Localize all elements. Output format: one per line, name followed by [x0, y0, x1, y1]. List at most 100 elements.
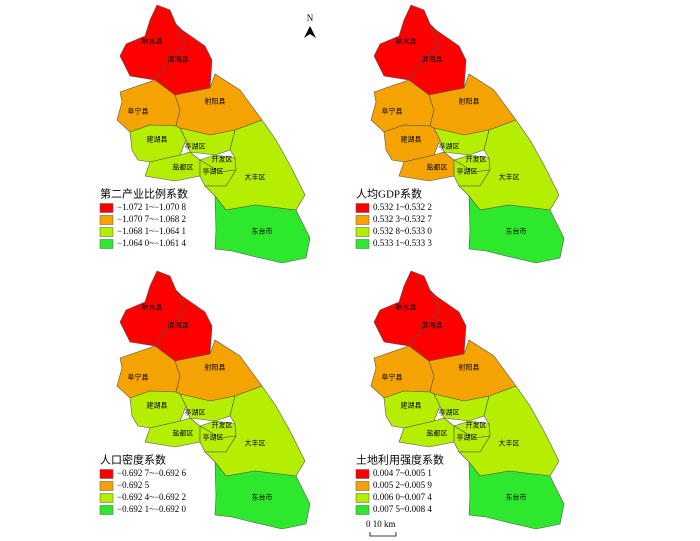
region-label: 滨海县 [422, 321, 443, 330]
legend-swatch [355, 203, 370, 213]
region-label: 东台市 [252, 227, 273, 236]
region-label: 滨海县 [168, 55, 189, 64]
legend-title: 第二产业比例系数 [100, 187, 188, 201]
legend-label: −0.692 1~−0.692 0 [117, 504, 187, 514]
region-label: 建湖县 [147, 135, 168, 144]
legend-label: 0.532 1~0.532 2 [373, 202, 432, 212]
region-label: 亭湖区 [439, 142, 460, 151]
legend-label: 0.533 1~0.533 3 [373, 238, 432, 248]
region-label: 滨海县 [168, 321, 189, 330]
region [179, 393, 236, 422]
region-label: 亭湖区 [185, 142, 206, 151]
legend-swatch [355, 493, 370, 503]
region-label: 滨海县 [422, 55, 443, 64]
legend-label: −1.064 0~−1.061 4 [117, 238, 187, 248]
region-label: 亭湖区 [185, 408, 206, 417]
map-panel: 响水县滨海县阜宁县射阳县建湖县亭湖区盐都区开发区亭湖区大丰区东台市人口密度系数−… [99, 270, 311, 530]
legend-label: −0.692 5 [117, 480, 150, 490]
legend-label: 0.004 7~0.005 1 [373, 468, 432, 478]
region-label: 阜宁县 [128, 373, 149, 382]
region-label: 盐都区 [427, 163, 448, 172]
region-label: 开发区 [212, 155, 233, 164]
region-label: 建湖县 [147, 401, 168, 410]
region-label: 响水县 [396, 37, 417, 46]
region [119, 4, 187, 81]
legend-swatch [355, 215, 370, 225]
legend-swatch [99, 227, 114, 237]
region-label: 开发区 [466, 421, 487, 430]
region-label: 大丰区 [245, 439, 266, 448]
legend-swatch [99, 469, 114, 479]
region-label: 大丰区 [499, 173, 520, 182]
region-label: 亭湖区 [457, 167, 478, 176]
region-label: 射阳县 [459, 97, 480, 106]
region-label: 亭湖区 [439, 408, 460, 417]
legend-swatch [355, 239, 370, 249]
legend-label: −1.070 7~−1.068 2 [117, 214, 186, 224]
region-label: 盐都区 [427, 429, 448, 438]
region-label: 开发区 [212, 421, 233, 430]
region [214, 461, 311, 530]
legend-title: 人均GDP系数 [356, 188, 422, 201]
region-label: 亭湖区 [457, 433, 478, 442]
legend-swatch [355, 505, 370, 515]
legend-swatch [355, 481, 370, 491]
legend-swatch [99, 481, 114, 491]
legend-label: 0.532 3~0.532 7 [373, 214, 432, 224]
region-label: 响水县 [142, 303, 163, 312]
legend-swatch [355, 227, 370, 237]
region [433, 127, 490, 156]
legend-swatch [99, 203, 114, 213]
region-label: 阜宁县 [128, 107, 149, 116]
region [373, 4, 441, 81]
north-arrow-head [304, 26, 316, 38]
region [129, 390, 187, 429]
legend-label: −1.072 1~−1.070 8 [117, 202, 187, 212]
legend-label: 0.005 2~0.005 9 [373, 480, 432, 490]
region [373, 270, 441, 347]
legend-label: −0.692 4~−0.692 2 [117, 492, 186, 502]
region-label: 东台市 [506, 227, 527, 236]
legend-title: 土地利用强度系数 [356, 453, 444, 467]
region-label: 响水县 [142, 37, 163, 46]
region-label: 亭湖区 [203, 167, 224, 176]
scale-bar: 0 10 km [366, 519, 397, 537]
region [383, 390, 441, 429]
legend-label: 0.532 8~0.533 0 [373, 226, 432, 236]
region-label: 开发区 [466, 155, 487, 164]
region-label: 响水县 [396, 303, 417, 312]
region [119, 270, 187, 347]
region [433, 393, 490, 422]
legend-swatch [99, 215, 114, 225]
legend-label: 0.007 5~0.008 4 [373, 504, 432, 514]
region [129, 124, 187, 163]
region-label: 射阳县 [459, 363, 480, 372]
region-label: 建湖县 [401, 135, 422, 144]
region-label: 大丰区 [245, 173, 266, 182]
legend-label: 0.006 0~0.007 4 [373, 492, 432, 502]
region-label: 亭湖区 [203, 433, 224, 442]
north-arrow: N [304, 13, 316, 38]
region [179, 127, 236, 156]
region-label: 阜宁县 [382, 107, 403, 116]
legend-label: −1.068 1~−1.064 1 [117, 226, 186, 236]
region-label: 大丰区 [499, 439, 520, 448]
legend-swatch [99, 505, 114, 515]
legend-swatch [99, 493, 114, 503]
region [383, 124, 441, 163]
region-label: 东台市 [252, 493, 273, 502]
legend-label: −0.692 7~−0.692 6 [117, 468, 187, 478]
legend-swatch [355, 469, 370, 479]
region [468, 195, 565, 264]
region-label: 盐都区 [173, 429, 194, 438]
region [214, 195, 311, 264]
scale-label: 0 10 km [366, 519, 396, 529]
north-label: N [307, 13, 314, 23]
legend-swatch [99, 239, 114, 249]
region-label: 盐都区 [173, 163, 194, 172]
region-label: 射阳县 [205, 363, 226, 372]
region-label: 东台市 [506, 493, 527, 502]
